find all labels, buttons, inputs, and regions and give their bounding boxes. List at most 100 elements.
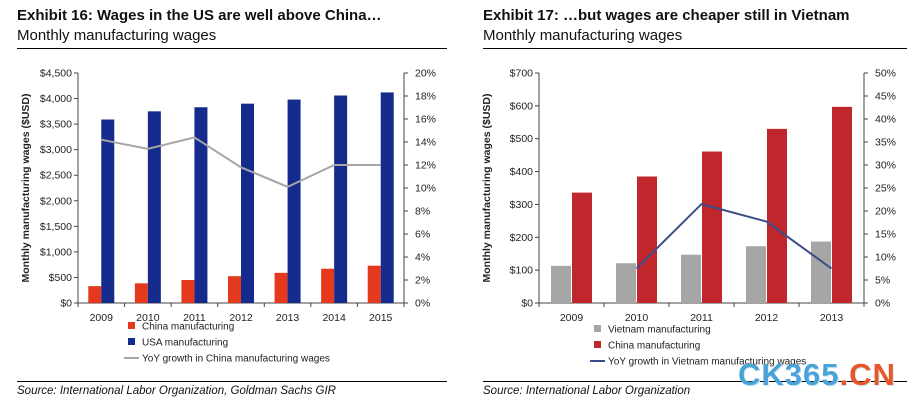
legend-label: YoY growth in Vietnam manufacturing wage… — [608, 357, 806, 368]
usa-manufacturing-bar — [101, 119, 115, 303]
china-manufacturing-bar — [274, 272, 288, 303]
left-axis-tick-label: $1,500 — [40, 221, 72, 233]
exhibit-17-subtitle: Monthly manufacturing wages — [483, 27, 683, 44]
china-manufacturing-bar — [181, 280, 195, 303]
exhibit-17-panel: Exhibit 17: …but wages are cheaper still… — [466, 0, 919, 409]
usa-manufacturing-bar — [194, 107, 208, 303]
site-watermark: CK365.CN — [738, 357, 896, 393]
left-axis-tick-label: $3,000 — [40, 144, 72, 156]
left-axis-tick-label: $400 — [510, 166, 534, 178]
x-axis-tick-label: 2009 — [90, 312, 114, 324]
left-axis-tick-label: $0 — [60, 298, 72, 310]
legend-label: China manufacturing — [608, 341, 700, 352]
right-axis-tick-label: 20% — [415, 68, 436, 80]
legend-swatch — [128, 338, 135, 345]
usa-manufacturing-bar — [380, 92, 394, 303]
right-axis-tick-label: 40% — [875, 114, 896, 126]
legend-swatch — [128, 322, 135, 329]
usa-manufacturing-bar — [287, 99, 301, 303]
china-yoy-growth-line — [101, 136, 381, 188]
vietnam-manufacturing-bar — [681, 254, 701, 303]
exhibit-17-chart: $0 $100 $200 $300 $400 $500 $600 $700 0% 5% 10% 15%… — [481, 68, 896, 368]
left-axis-tick-label: $300 — [510, 199, 534, 211]
exhibit-16-top-rule — [17, 48, 447, 49]
vietnam-manufacturing-bar — [616, 263, 636, 303]
left-axis-tick-label: $700 — [510, 68, 534, 80]
right-axis-tick-label: 6% — [415, 229, 430, 241]
x-axis-tick-label: 2011 — [690, 312, 713, 324]
vietnam-manufacturing-bar — [551, 265, 571, 303]
right-axis-tick-label: 30% — [875, 160, 896, 172]
right-axis-tick-label: 45% — [875, 91, 896, 103]
left-axis-tick-label: $3,500 — [40, 119, 72, 131]
right-axis-tick-label: 0% — [415, 298, 430, 310]
x-axis-tick-label: 2015 — [369, 312, 393, 324]
right-axis-tick-label: 15% — [875, 229, 896, 241]
right-axis-tick-label: 50% — [875, 68, 896, 80]
vietnam-yoy-growth-line — [635, 202, 833, 270]
exhibit-17-source: Source: International Labor Organization — [483, 385, 691, 397]
legend-label: Vietnam manufacturing — [608, 325, 711, 336]
left-axis-tick-label: $600 — [510, 100, 534, 112]
left-axis-tick-label: $0 — [521, 298, 533, 310]
right-axis-tick-label: 14% — [415, 137, 436, 149]
right-axis-tick-label: 18% — [415, 91, 436, 103]
china-manufacturing-bar — [367, 265, 381, 303]
left-axis-tick-label: $2,000 — [40, 195, 72, 207]
china-manufacturing-bar — [572, 192, 592, 303]
legend-swatch — [594, 341, 601, 348]
exhibit-16-chart: $0 $500 $1,000 $1,500 $2,000 $2,500 $3,000 $3,5… — [20, 68, 436, 365]
right-axis-tick-label: 10% — [415, 183, 436, 195]
left-axis-tick-label: $4,500 — [40, 68, 72, 80]
exhibit-16-title: Exhibit 16: Wages in the US are well abo… — [17, 7, 382, 24]
right-axis-tick-label: 25% — [875, 183, 896, 195]
x-axis-tick-label: 2012 — [229, 312, 253, 324]
x-axis-tick-label: 2010 — [625, 312, 649, 324]
usa-manufacturing-bar — [334, 95, 348, 303]
legend-label: China manufacturing — [142, 322, 234, 333]
exhibit-16-panel: Exhibit 16: Wages in the US are well abo… — [0, 0, 459, 409]
china-manufacturing-bar — [134, 283, 148, 303]
legend-label: YoY growth in China manufacturing wages — [142, 354, 330, 365]
china-manufacturing-bar — [321, 268, 335, 303]
china-manufacturing-bar — [702, 151, 722, 303]
exhibit-16-source: Source: International Labor Organization… — [17, 385, 336, 397]
china-manufacturing-bar — [767, 128, 787, 303]
watermark-main: CK365 — [738, 357, 840, 392]
left-axis-tick-label: $500 — [510, 133, 534, 145]
right-axis-tick-label: 2% — [415, 275, 430, 287]
vietnam-manufacturing-bar — [746, 246, 766, 303]
x-axis-tick-label: 2013 — [820, 312, 844, 324]
right-axis-tick-label: 16% — [415, 114, 436, 126]
right-axis-tick-label: 5% — [875, 275, 890, 287]
exhibit-17-title: Exhibit 17: …but wages are cheaper still… — [483, 7, 850, 24]
vietnam-manufacturing-bar — [811, 241, 831, 303]
right-axis-tick-label: 8% — [415, 206, 430, 218]
left-axis-tick-label: $200 — [510, 232, 534, 244]
x-axis-tick-label: 2009 — [560, 312, 584, 324]
x-axis-tick-label: 2014 — [322, 312, 346, 324]
y-axis-label: Monthly manufacturing wages ($USD) — [481, 93, 493, 282]
x-axis-tick-label: 2012 — [755, 312, 779, 324]
y-axis-label: Monthly manufacturing wages ($USD) — [20, 93, 32, 282]
exhibit-17-top-rule — [483, 48, 907, 49]
left-axis-tick-label: $2,500 — [40, 170, 72, 182]
x-axis-tick-label: 2011 — [183, 312, 206, 324]
left-axis-tick-label: $100 — [510, 265, 534, 277]
right-axis-tick-label: 4% — [415, 252, 430, 264]
x-axis-tick-label: 2013 — [276, 312, 300, 324]
exhibit-17-bottom-rule — [483, 381, 907, 382]
left-axis-tick-label: $4,000 — [40, 93, 72, 105]
left-axis-tick-label: $1,000 — [40, 246, 72, 258]
usa-manufacturing-bar — [147, 111, 161, 303]
china-manufacturing-bar — [637, 176, 657, 303]
right-axis-tick-label: 12% — [415, 160, 436, 172]
china-manufacturing-bar — [832, 106, 852, 303]
right-axis-tick-label: 35% — [875, 137, 896, 149]
right-axis-tick-label: 20% — [875, 206, 896, 218]
legend-swatch — [594, 325, 601, 332]
exhibit-16-bottom-rule — [17, 381, 447, 382]
right-axis-tick-label: 10% — [875, 252, 896, 264]
x-axis-tick-label: 2010 — [136, 312, 160, 324]
legend-label: USA manufacturing — [142, 338, 228, 349]
